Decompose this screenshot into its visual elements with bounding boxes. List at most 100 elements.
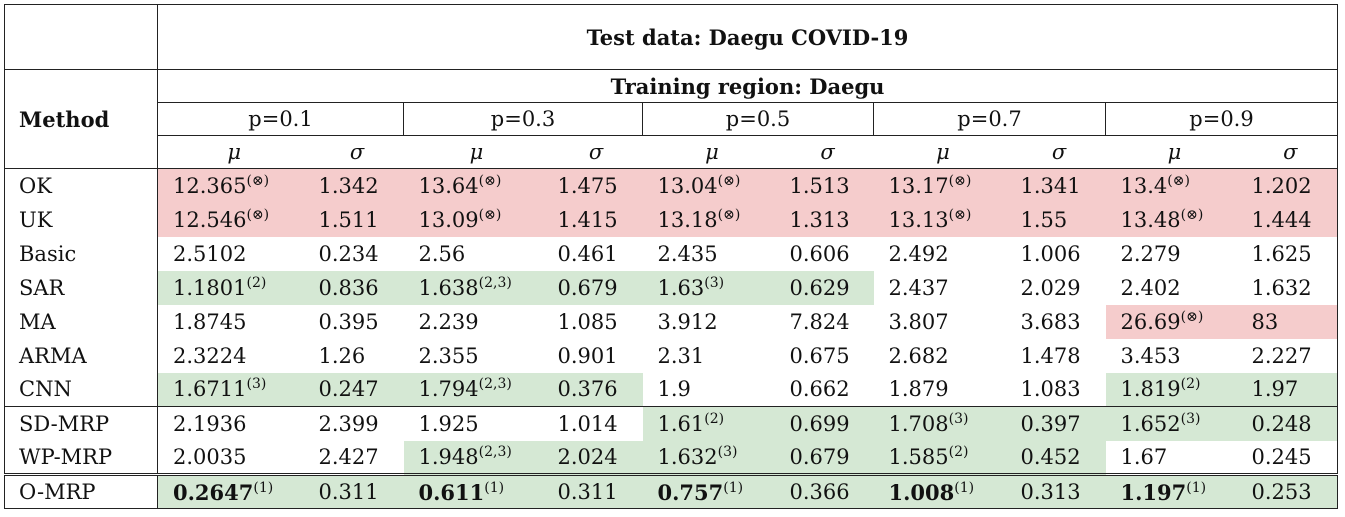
mu-cell: 2.437 (874, 271, 1013, 305)
sigma-header: σ (549, 135, 643, 169)
sigma-cell: 83 (1243, 304, 1338, 339)
cell-value: 3.453 (1120, 343, 1181, 368)
sigma-cell: 0.248 (1243, 406, 1338, 441)
cell-value: 1.341 (1020, 173, 1081, 198)
method-cell: Basic (4, 236, 158, 271)
sigma-cell: 0.245 (1243, 440, 1338, 475)
method-cell: MA (4, 304, 158, 339)
table-row: MA 1.8745 0.395 2.239 1.085 3.912 7.824 3.807 3.… (4, 304, 1338, 339)
cell-value: 0.757 (657, 479, 724, 505)
mu-cell: 2.239 (404, 305, 550, 339)
mu-cell: 1.652(3) (1105, 406, 1244, 441)
p-header: p=0.7 (873, 102, 1106, 136)
cell-value: 1.879 (888, 377, 949, 402)
sigma-cell: 1.475 (549, 168, 643, 203)
cell-value: 12.546 (173, 207, 247, 232)
cell-rank-annotation: (2) (1180, 376, 1201, 393)
sigma-cell: 1.006 (1013, 237, 1106, 271)
sigma-cell: 1.313 (781, 202, 874, 237)
mu-cell: 13.13(⊗) (873, 202, 1013, 237)
cell-value: 0.397 (1020, 411, 1081, 436)
mu-cell: 1.63(3) (642, 270, 782, 305)
cell-rank-annotation: (⊗) (246, 206, 270, 223)
sigma-cell: 2.427 (311, 441, 404, 475)
cell-value: 0.376 (557, 377, 618, 402)
mu-cell: 1.8745 (158, 305, 311, 339)
mu-cell: 1.67 (1106, 441, 1244, 475)
mu-cell: 1.819(2) (1105, 372, 1244, 407)
table-row: ARMA 2.3224 1.26 2.355 0.901 2.31 0.675 2.682 1.… (4, 338, 1338, 373)
cell-value: 13.13 (888, 207, 949, 232)
table-row: WP-MRP 2.0035 2.427 1.948(2,3) 2.024 1.632(3)… (4, 440, 1338, 475)
cell-value: 1.197 (1120, 479, 1187, 505)
cell-value: 0.247 (318, 377, 379, 402)
cell-value: 0.679 (789, 444, 850, 469)
table-row: UK 12.546(⊗) 1.511 13.09(⊗) 1.415 13.18(⊗) 1.3… (4, 202, 1338, 237)
cell-value: 1.513 (789, 173, 850, 198)
cell-rank-annotation: (1) (723, 479, 744, 496)
mu-header: μ (873, 135, 1013, 169)
sigma-cell: 1.083 (1013, 373, 1106, 407)
cell-value: 0.699 (789, 411, 850, 436)
method-cell: SAR (4, 270, 158, 305)
method-cell: O-MRP (4, 473, 158, 509)
cell-value: 13.64 (418, 173, 479, 198)
mu-header: μ (403, 135, 550, 169)
cell-value: 26.69 (1120, 309, 1181, 334)
cell-rank-annotation: (⊗) (478, 206, 502, 223)
cell-value: 1.652 (1120, 411, 1181, 436)
mu-cell: 0.2647(1) (157, 473, 311, 509)
table-body: OK 12.365(⊗) 1.342 13.64(⊗) 1.475 13.04(⊗) 1.5… (4, 168, 1338, 509)
cell-rank-annotation: (2) (246, 274, 267, 291)
cell-value: 83 (1251, 309, 1279, 334)
cell-value: 1.638 (418, 275, 479, 300)
sigma-cell: 1.415 (549, 202, 643, 237)
mu-cell: 3.912 (643, 305, 782, 339)
cell-value: 13.18 (657, 207, 718, 232)
cell-value: 1.632 (1251, 275, 1312, 300)
table-title: Test data: Daegu COVID-19 (157, 4, 1338, 70)
training-region-header: Training region: Daegu (157, 69, 1338, 103)
cell-value: 1.585 (888, 444, 949, 469)
cell-rank-annotation: (3) (717, 443, 738, 460)
cell-value: 1.625 (1251, 241, 1312, 266)
cell-rank-annotation: (3) (246, 376, 267, 393)
table-row: SAR 1.1801(2) 0.836 1.638(2,3) 0.679 1.63(3) 0… (4, 270, 1338, 305)
sigma-cell: 0.836 (310, 270, 404, 305)
sigma-cell: 1.511 (310, 202, 404, 237)
cell-value: 0.629 (789, 275, 850, 300)
sigma-cell: 0.629 (781, 270, 874, 305)
cell-rank-annotation: (⊗) (1167, 172, 1190, 189)
p-header: p=0.9 (1105, 102, 1338, 136)
cell-value: 0.452 (1020, 444, 1081, 469)
mu-cell: 2.3224 (158, 339, 311, 373)
sigma-header: σ (1012, 135, 1106, 169)
mu-cell: 1.925 (403, 406, 550, 441)
mu-cell: 1.794(2,3) (403, 372, 550, 407)
sigma-cell: 1.342 (310, 168, 404, 203)
cell-value: 1.1801 (173, 275, 247, 300)
method-cell: WP-MRP (4, 440, 158, 475)
cell-value: 1.342 (318, 173, 379, 198)
mu-cell: 13.64(⊗) (403, 168, 550, 203)
cell-rank-annotation: (3) (704, 274, 725, 291)
method-cell: OK (4, 168, 158, 203)
cell-value: 3.807 (888, 309, 949, 334)
sigma-cell: 0.606 (782, 237, 874, 271)
cell-value: 1.083 (1020, 377, 1081, 402)
cell-value: 1.9 (657, 377, 691, 402)
mu-cell: 26.69(⊗) (1105, 304, 1244, 339)
cell-value: 1.63 (657, 275, 705, 300)
sigma-cell: 0.679 (781, 440, 874, 475)
mu-cell: 1.008(1) (873, 473, 1013, 509)
method-cell: SD-MRP (4, 406, 158, 441)
results-table: Test data: Daegu COVID-19 Method Trainin… (4, 4, 1338, 509)
sigma-cell: 0.901 (550, 339, 643, 373)
cell-value: 0.395 (318, 309, 379, 334)
cell-value: 1.632 (657, 444, 718, 469)
cell-value: 0.311 (557, 480, 618, 504)
sigma-cell: 0.679 (549, 270, 643, 305)
sigma-cell: 2.399 (310, 406, 404, 441)
cell-value: 1.313 (789, 207, 850, 232)
cell-rank-annotation: (2) (948, 443, 969, 460)
